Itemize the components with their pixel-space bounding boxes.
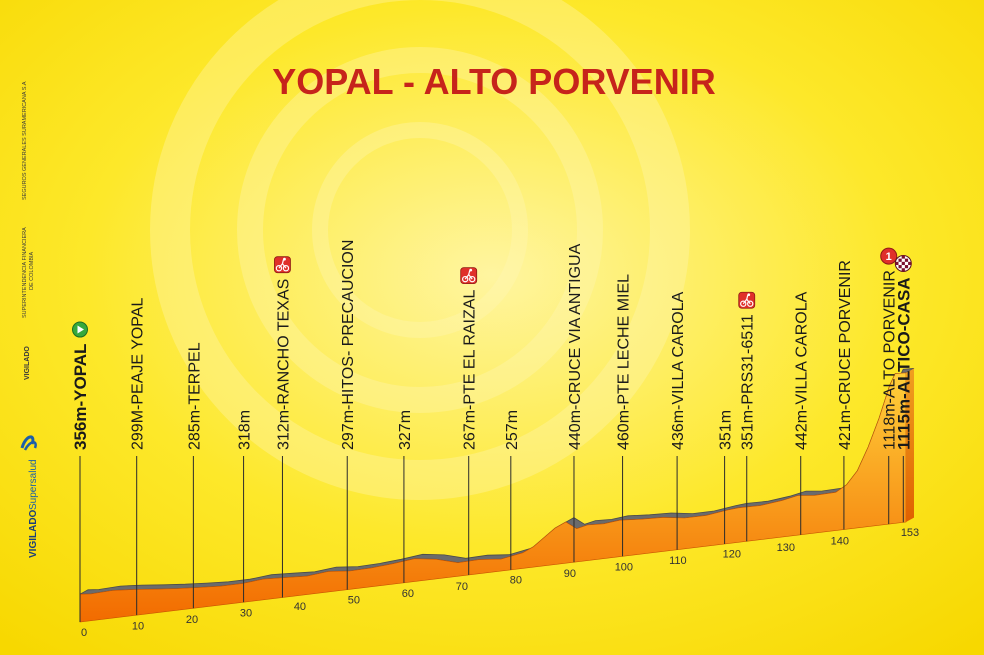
x-tick-label: 100 — [615, 562, 633, 574]
x-tick-label: 130 — [777, 542, 795, 554]
waypoint-label: 327m — [397, 410, 414, 450]
x-tick-labels: 0 10 20 30 40 50 60 70 80 90 100 110 120 130 140 153 — [81, 527, 919, 639]
sprint-marker-icon — [738, 291, 756, 309]
waypoint-labels: 356m-YOPAL 299M-PEAJE YOPAL 285m-TERPEL 318… — [71, 240, 913, 450]
kom-marker-icon: 1 — [880, 247, 898, 265]
waypoint-label: 351m — [718, 410, 735, 450]
waypoint-label: 318m — [237, 410, 254, 450]
side-line-1b: DE COLOMBIA — [29, 251, 35, 290]
x-tick-label: 30 — [240, 607, 252, 619]
kom-category: 1 — [886, 251, 892, 263]
waypoint-label: 436m-VILLA CAROLA — [670, 291, 687, 450]
waypoint-label: 442m-VILLA CAROLA — [794, 291, 811, 450]
waypoint-label: 440m-CRUCE VIA ANTIGUA — [567, 243, 584, 450]
x-tick-label: 153 — [901, 527, 919, 539]
x-tick-label: 110 — [669, 555, 687, 567]
decorative-rings — [150, 0, 690, 500]
waypoint-label: 356m-YOPAL — [71, 344, 90, 450]
waypoint-markers: 1 — [72, 247, 912, 338]
waypoint-label: 1115m-ALTICO-CASA — [894, 277, 913, 450]
sprint-marker-icon — [460, 267, 478, 285]
logo-vigilado-text: VIGILADO — [28, 509, 39, 558]
profile-layer — [79, 368, 915, 623]
waypoint-label: 285m-TERPEL — [186, 342, 203, 450]
sprint-marker-icon — [274, 256, 291, 274]
x-tick-label: 50 — [348, 594, 360, 606]
x-tick-label: 120 — [723, 549, 741, 561]
start-marker-icon — [72, 321, 88, 338]
x-tick-label: 80 — [510, 575, 522, 587]
supersalud-logo: VIGILADO Supersalud — [20, 435, 39, 558]
waypoint-label: 1118m-ALTO PORVENIR — [882, 270, 899, 450]
waypoint-label: 460m-PTE LECHE MIEL — [616, 274, 633, 450]
x-tick-label: 10 — [132, 620, 144, 632]
side-vigilado: VIGILADO — [24, 346, 31, 380]
finish-marker-icon — [894, 254, 912, 272]
chart-title: YOPAL - ALTO PORVENIR — [272, 61, 715, 102]
waypoint-lines — [79, 456, 904, 622]
supersalud-mark-icon — [20, 435, 37, 451]
x-tick-label: 20 — [186, 614, 198, 626]
waypoint-label: 267m-PTE EL RAIZAL — [462, 290, 479, 450]
x-tick-label: 140 — [831, 535, 849, 547]
x-tick-label: 70 — [456, 581, 468, 593]
side-legal: SUPERINTENDENCIA FINANCIERA DE COLOMBIA … — [22, 81, 35, 380]
side-line-2: SEGUROS GENERALES SURAMERICANA S.A — [22, 81, 28, 200]
x-tick-label: 0 — [81, 627, 87, 639]
x-tick-label: 40 — [294, 601, 306, 613]
x-tick-label: 60 — [402, 588, 414, 600]
waypoint-label: 351m-PRS31-6511 — [740, 314, 757, 450]
waypoint-label: 257m — [504, 410, 521, 450]
waypoint-label: 297m-HITOS- PRECAUCION — [340, 240, 357, 450]
waypoint-label: 312m-RANCHO TEXAS — [275, 279, 292, 450]
side-line-1: SUPERINTENDENCIA FINANCIERA — [22, 227, 28, 318]
waypoint-label: 299M-PEAJE YOPAL — [130, 298, 147, 450]
logo-supersalud-text: Supersalud — [28, 459, 39, 510]
profile-side-face — [906, 368, 914, 522]
profile-area — [79, 372, 907, 623]
x-tick-label: 90 — [564, 568, 576, 580]
waypoint-label: 421m-CRUCE PORVENIR — [837, 260, 854, 450]
